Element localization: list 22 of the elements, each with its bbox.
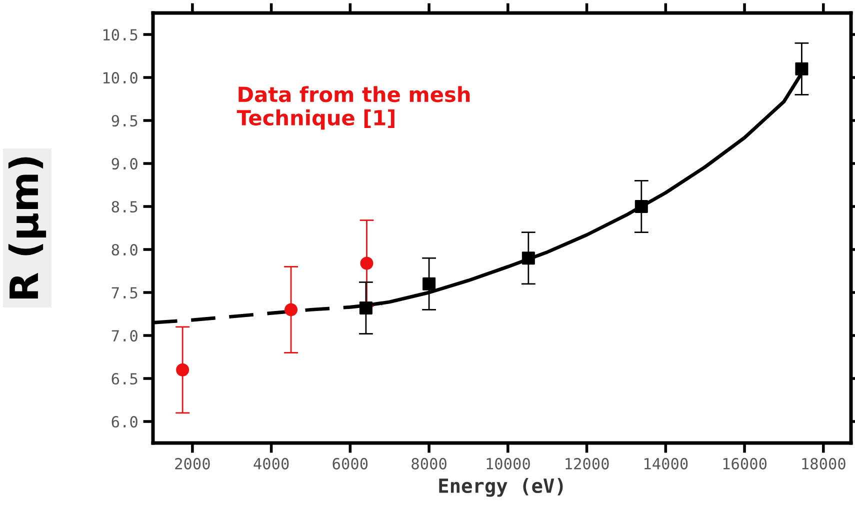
y-tick-label: 7.0: [112, 330, 138, 342]
y-tick-label: 6.0: [112, 416, 138, 428]
x-tick-label: 8000: [412, 458, 446, 470]
x-tick-label: 2000: [175, 458, 210, 470]
y-tick-label: 8.5: [112, 201, 138, 213]
x-tick-label: 16000: [723, 458, 767, 470]
y-tick-label: 7.5: [112, 287, 138, 299]
y-tick-label: 9.0: [112, 158, 138, 170]
y-tick-label: 6.5: [112, 373, 138, 385]
x-tick-label: 14000: [644, 458, 688, 470]
x-tick-label: 12000: [566, 458, 609, 470]
x-tick-label: 18000: [802, 458, 846, 470]
x-axis-title: Energy (eV): [439, 478, 563, 497]
y-tick-label: 10.0: [103, 72, 138, 84]
annotation: Data from the mesh Technique [1]: [236, 86, 470, 130]
y-tick-label: 10.5: [103, 29, 138, 41]
y-tick-label: 9.5: [112, 115, 138, 127]
x-tick-label: 4000: [254, 458, 289, 470]
x-tick-label: 6000: [332, 458, 368, 470]
y-tick-label: 8.0: [112, 244, 138, 256]
y-axis-title: R (μm): [8, 157, 46, 299]
x-tick-label: 10000: [486, 458, 530, 470]
